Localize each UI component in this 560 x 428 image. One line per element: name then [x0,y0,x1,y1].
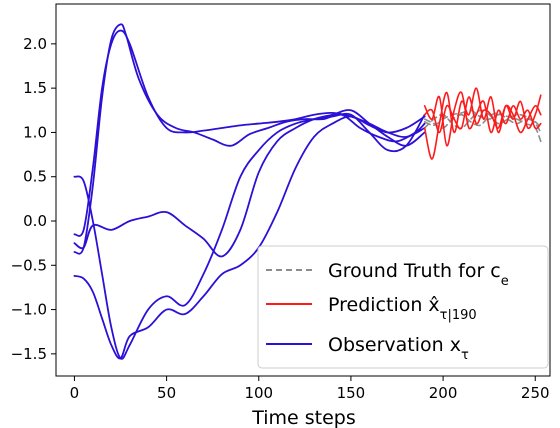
x-tick-label: 250 [521,384,550,402]
y-tick-label: −1.5 [11,345,47,363]
y-tick-label: −0.5 [11,256,47,274]
y-tick-label: 1.0 [23,123,47,141]
series-layer [73,23,542,360]
observation-line-1 [73,23,426,255]
legend: Ground Truth for ce Prediction x̂τ|190 Obs… [257,245,549,369]
y-tick-label: 0.0 [23,212,47,230]
y-tick-label: −1.0 [11,301,47,319]
observation-line-4 [73,115,426,360]
plot-frame [55,3,551,377]
x-axis-title: Time steps [251,407,356,428]
x-tick-label: 150 [337,384,366,402]
y-tick-label: 2.0 [23,35,47,53]
legend-frame [257,245,549,369]
prediction-line-10 [423,96,542,134]
observation-line-3 [73,109,426,258]
y-tick-label: 0.5 [23,168,47,186]
legend-label-2: Observation xτ [328,334,469,363]
prediction-line-8 [423,87,542,160]
x-tick-label: 0 [70,384,80,402]
x-tick-label: 50 [157,384,176,402]
prediction-line-9 [423,91,542,147]
x-tick-label: 200 [429,384,458,402]
y-tick-label: 1.5 [23,79,47,97]
axes-layer: 0 50 100 150 200 250 −1.5 −1.0 −0.5 0.0 0.5 1.0 1.5 2… [11,3,551,402]
legend-label-0: Ground Truth for ce [328,260,509,289]
legend-label-1: Prediction x̂τ|190 [328,294,477,323]
x-tick-label: 100 [244,384,273,402]
